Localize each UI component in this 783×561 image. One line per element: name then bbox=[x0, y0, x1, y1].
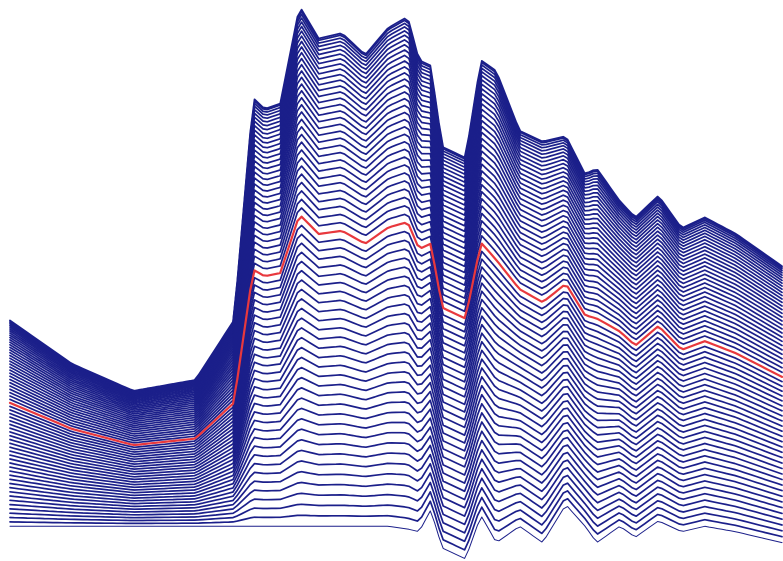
waterfall-plot bbox=[0, 0, 783, 561]
